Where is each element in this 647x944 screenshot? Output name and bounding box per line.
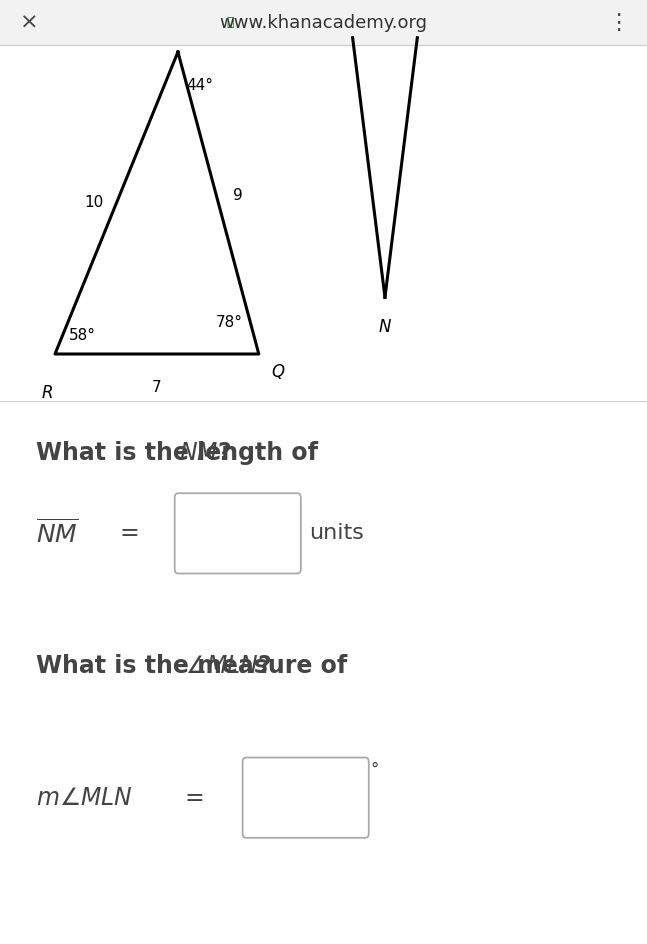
- Text: 10: 10: [84, 195, 104, 211]
- Text: =: =: [184, 785, 204, 810]
- Text: N: N: [378, 318, 391, 336]
- Text: www.khanacademy.org: www.khanacademy.org: [219, 13, 428, 32]
- Text: 7: 7: [152, 379, 162, 395]
- Text: What is the length of: What is the length of: [36, 441, 326, 465]
- Text: ⋮: ⋮: [607, 12, 629, 33]
- Text: $\mathit{\angle MLN}$?: $\mathit{\angle MLN}$?: [185, 653, 272, 678]
- Text: °: °: [371, 760, 379, 779]
- FancyBboxPatch shape: [175, 493, 301, 573]
- Text: 58°: 58°: [69, 328, 96, 343]
- Bar: [0, 0, 647, 45]
- Text: Q: Q: [272, 363, 285, 381]
- Text: $\mathit{NM}$?: $\mathit{NM}$?: [179, 441, 231, 465]
- Text: R: R: [41, 384, 53, 402]
- Text: 🔒: 🔒: [226, 16, 234, 29]
- FancyBboxPatch shape: [243, 757, 369, 838]
- Text: =: =: [120, 521, 140, 546]
- Text: What is the measure of: What is the measure of: [36, 653, 355, 678]
- Text: 78°: 78°: [215, 315, 243, 330]
- Text: units: units: [309, 523, 364, 544]
- Text: 9: 9: [233, 188, 243, 203]
- Text: $m\mathit{\angle MLN}$: $m\mathit{\angle MLN}$: [36, 785, 133, 810]
- Text: 44°: 44°: [186, 78, 214, 93]
- Text: ×: ×: [20, 12, 38, 33]
- Text: $\overline{NM}$: $\overline{NM}$: [36, 519, 78, 548]
